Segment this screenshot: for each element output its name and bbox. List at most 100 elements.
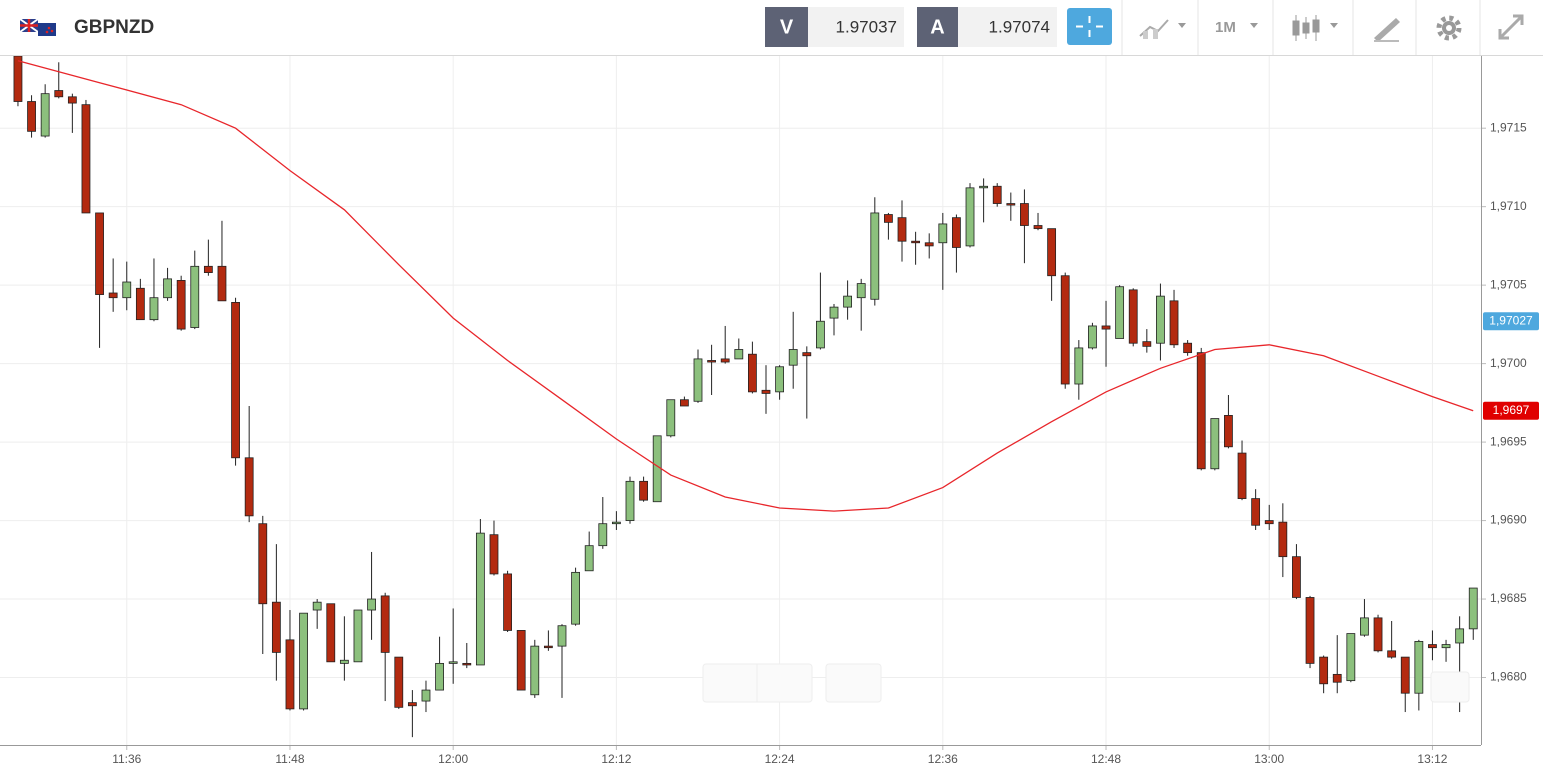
candle-body bbox=[707, 360, 716, 363]
crosshair-icon bbox=[1076, 16, 1103, 37]
crosshair-button[interactable] bbox=[1067, 8, 1112, 45]
candle-body bbox=[489, 534, 499, 575]
candle-body bbox=[924, 242, 934, 247]
candle-body bbox=[1047, 228, 1057, 277]
y-tick-label: 1,9715 bbox=[1490, 120, 1527, 134]
candle-body bbox=[1128, 289, 1138, 344]
candle-body bbox=[1006, 203, 1016, 206]
bid-button[interactable] bbox=[765, 7, 808, 47]
candle-body bbox=[1305, 597, 1315, 664]
bid-price: 1.97037 bbox=[836, 17, 897, 36]
candle-body bbox=[1468, 587, 1478, 630]
candle-body bbox=[1455, 628, 1465, 644]
candle-body bbox=[1033, 225, 1043, 230]
candle-body bbox=[95, 212, 104, 295]
plot-area: 1,9680 1,9685 1,9690 1,9695 1,9700 1,9705 1,97… bbox=[0, 56, 1539, 766]
candle-body bbox=[816, 320, 825, 349]
drawing-tool-button[interactable] bbox=[1374, 18, 1400, 42]
candle-body bbox=[979, 185, 989, 189]
candle-body bbox=[462, 662, 472, 666]
candle-body bbox=[1373, 617, 1383, 652]
candle-body bbox=[135, 287, 145, 321]
candle-body bbox=[421, 689, 431, 702]
timeframe[interactable]: 1M bbox=[1215, 19, 1236, 36]
candle-body bbox=[788, 349, 798, 366]
candle-body bbox=[543, 645, 553, 649]
bid-box bbox=[808, 7, 904, 47]
y-tick-label: 1,9705 bbox=[1490, 277, 1527, 291]
candle-body bbox=[190, 265, 200, 328]
price-label-box bbox=[1483, 401, 1539, 420]
candle-body bbox=[258, 523, 268, 605]
candle-body bbox=[1292, 556, 1301, 598]
candle-body bbox=[231, 302, 240, 459]
candle-body bbox=[217, 265, 227, 302]
ask-button[interactable] bbox=[917, 7, 958, 47]
candle-body bbox=[1387, 650, 1397, 658]
candle-body bbox=[1183, 342, 1193, 354]
candle-body bbox=[884, 214, 893, 223]
candle-body bbox=[367, 598, 376, 611]
price-label-box bbox=[1483, 312, 1539, 331]
chart-type-button[interactable] bbox=[1139, 19, 1186, 39]
candle-body bbox=[761, 389, 771, 394]
candle-body bbox=[802, 352, 812, 357]
candle-body bbox=[1060, 275, 1070, 385]
y-tick-label: 1,9695 bbox=[1490, 434, 1527, 448]
candle-body bbox=[163, 278, 172, 299]
candle-body bbox=[1251, 498, 1261, 526]
candle-body bbox=[326, 603, 336, 663]
candle-body bbox=[611, 521, 621, 525]
candle-body bbox=[40, 93, 50, 137]
ask-price: 1.97074 bbox=[989, 17, 1050, 36]
x-tick-label: 11:48 bbox=[275, 752, 304, 766]
candle-body bbox=[1441, 644, 1451, 649]
candle-body bbox=[584, 545, 594, 572]
candle-body bbox=[503, 573, 512, 631]
candle-body bbox=[666, 399, 676, 437]
reset-button[interactable] bbox=[825, 663, 882, 703]
candle-body bbox=[176, 280, 186, 330]
candle-body bbox=[748, 353, 757, 393]
toolbar-separators bbox=[1121, 0, 1481, 55]
bid-label: V bbox=[780, 16, 794, 38]
scroll-end-button[interactable] bbox=[1430, 671, 1470, 703]
price-label: 1,97027 bbox=[1489, 313, 1533, 327]
candle-body bbox=[380, 595, 390, 653]
candle-body bbox=[122, 281, 132, 299]
candle-body bbox=[435, 662, 444, 691]
candle-body bbox=[149, 297, 159, 321]
candle-body bbox=[1142, 341, 1152, 347]
candle-body bbox=[516, 630, 526, 691]
scroll-controls bbox=[702, 663, 1470, 703]
symbol: GBPNZD bbox=[74, 17, 154, 38]
candle-body bbox=[1210, 418, 1220, 470]
candle-body bbox=[965, 187, 975, 247]
candle-body bbox=[530, 645, 540, 696]
candle-style-button[interactable] bbox=[1292, 15, 1338, 41]
candle-body bbox=[285, 639, 295, 710]
candle-body bbox=[1400, 656, 1410, 694]
candle-body bbox=[353, 609, 363, 663]
settings-button[interactable] bbox=[1436, 15, 1462, 41]
ask-label: A bbox=[930, 16, 944, 38]
candle-body bbox=[870, 212, 880, 300]
candle-body bbox=[448, 661, 458, 664]
candle-body bbox=[693, 358, 703, 402]
candle-body bbox=[394, 656, 404, 708]
candle-body bbox=[1414, 641, 1424, 694]
candle-body bbox=[299, 612, 308, 710]
x-tick-label: 12:48 bbox=[1091, 752, 1121, 766]
candle-body bbox=[598, 523, 608, 547]
y-tick-label: 1,9690 bbox=[1490, 513, 1527, 527]
price-label: 1,9697 bbox=[1493, 403, 1530, 417]
candle-body bbox=[1115, 286, 1125, 339]
candle-body bbox=[938, 223, 948, 244]
y-tick-label: 1,9710 bbox=[1490, 199, 1527, 213]
candle-body bbox=[571, 571, 580, 625]
candle-body bbox=[1278, 521, 1288, 558]
candles bbox=[13, 56, 1478, 738]
fullscreen-button[interactable] bbox=[1498, 14, 1524, 40]
